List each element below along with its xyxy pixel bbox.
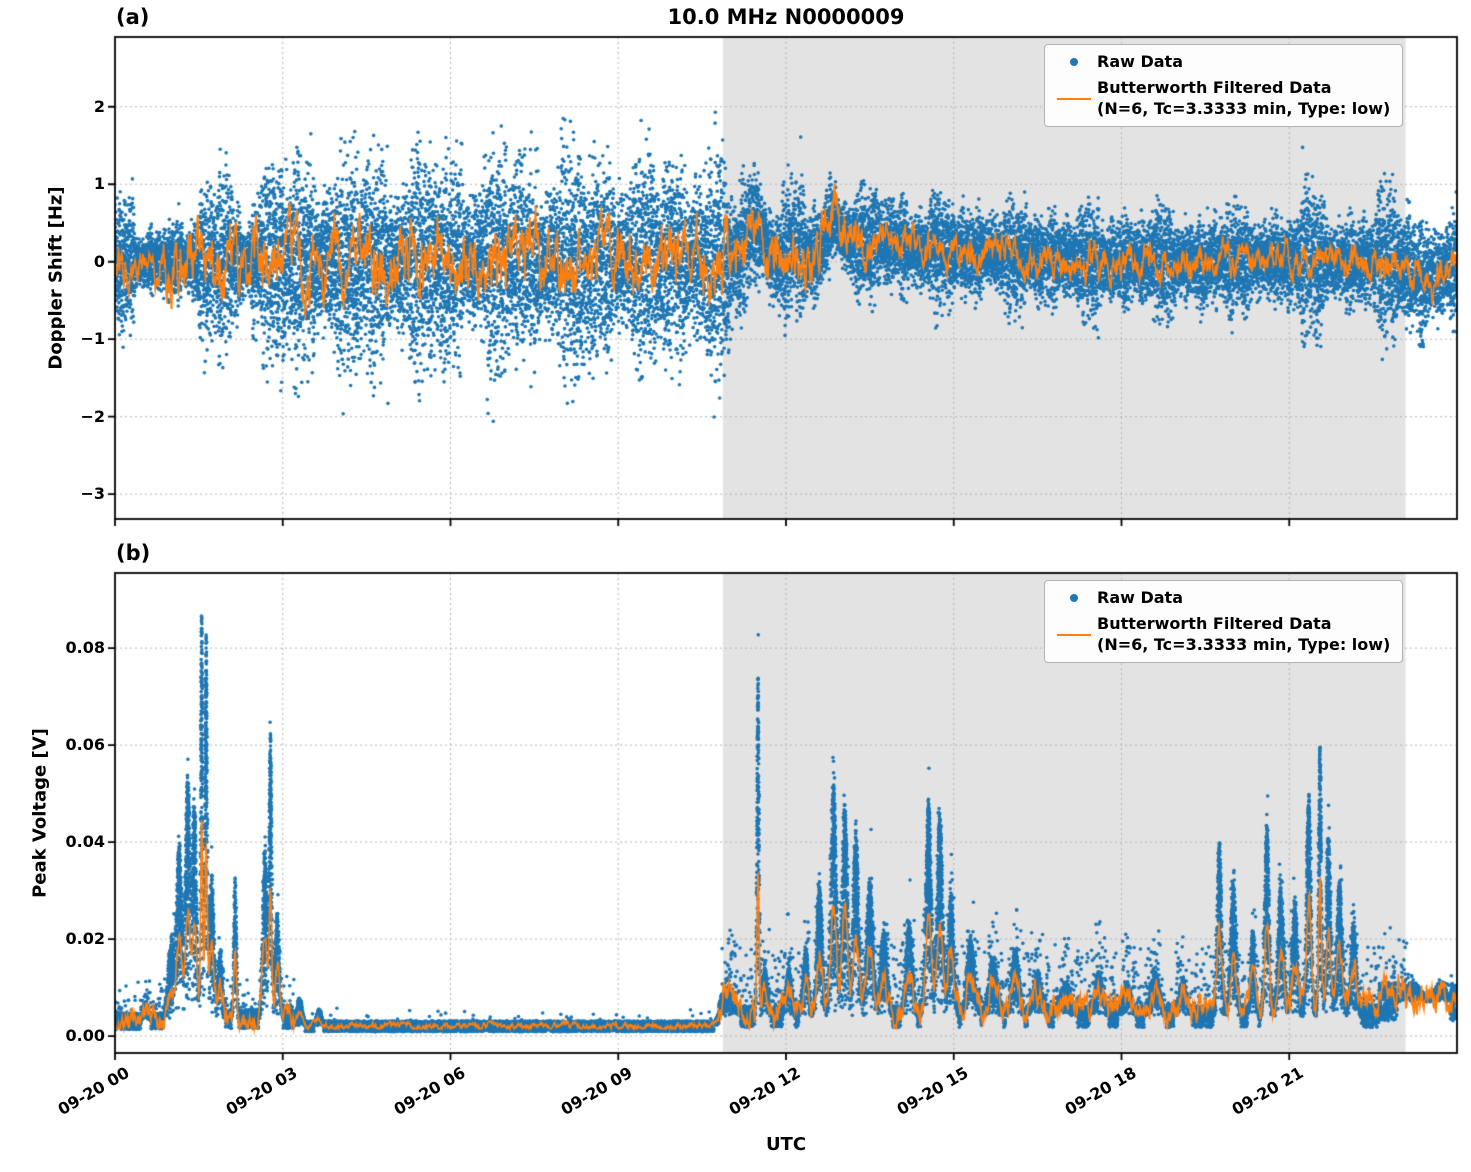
legend-panel-a: Raw Data Butterworth Filtered Data (N=6,… [1044,44,1404,128]
legend-filtered-label-line2: (N=6, Tc=3.3333 min, Type: low) [1097,98,1391,118]
filtered-data-marker-icon [1051,97,1097,100]
y-tick-label: 0.08 [65,638,105,658]
y-tick-label: 0.04 [65,832,105,852]
legend-raw-label: Raw Data [1097,588,1183,607]
y-tick-label: −1 [80,329,105,349]
legend-item-filtered-data: Butterworth Filtered Data (N=6, Tc=3.333… [1051,614,1390,656]
y-tick-label: 1 [93,174,105,194]
y-tick-label: −2 [80,406,105,426]
scatter-dot-icon [1070,594,1078,603]
line-marker-icon [1057,97,1091,100]
panel-b-label: (b) [116,541,151,565]
line-marker-icon [1057,633,1091,636]
legend-filtered-label-line1: Butterworth Filtered Data [1097,77,1332,97]
scatter-dot-icon [1070,58,1078,67]
legend-filtered-label: Butterworth Filtered Data (N=6, Tc=3.333… [1097,78,1390,120]
y-tick-label: −3 [80,484,105,504]
y-tick-label: 0 [93,251,105,271]
legend-filtered-label-line2: (N=6, Tc=3.3333 min, Type: low) [1097,634,1391,654]
panel-a-label: (a) [116,5,150,29]
y-tick-label: 0.06 [65,735,105,755]
filtered-data-marker-icon [1051,633,1097,636]
raw-data-marker-icon [1051,594,1097,603]
x-axis-label: UTC [765,1134,807,1155]
legend-filtered-label: Butterworth Filtered Data (N=6, Tc=3.333… [1097,614,1390,656]
raw-data-marker-icon [1051,58,1097,67]
y-tick-label: 0.02 [65,929,105,949]
legend-item-raw-data: Raw Data [1051,588,1390,609]
legend-raw-label: Raw Data [1097,52,1183,71]
legend-item-raw-data: Raw Data [1051,52,1390,73]
y-tick-label: 2 [93,96,105,116]
legend-filtered-label-line1: Butterworth Filtered Data [1097,613,1332,633]
legend-panel-b: Raw Data Butterworth Filtered Data (N=6,… [1044,580,1404,664]
legend-item-filtered-data: Butterworth Filtered Data (N=6, Tc=3.333… [1051,78,1390,120]
y-tick-label: 0.00 [65,1026,105,1046]
chart-title: 10.0 MHz N0000009 [667,5,905,29]
